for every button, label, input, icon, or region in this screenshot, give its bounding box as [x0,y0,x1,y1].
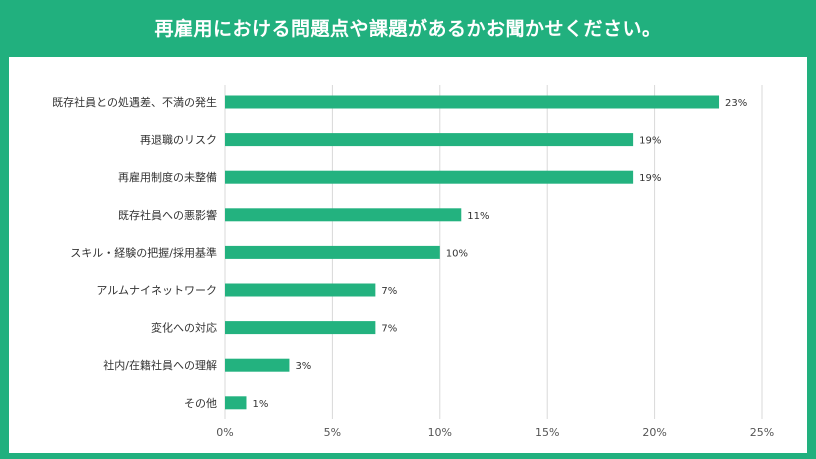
category-label: 既存社員への悪影響 [118,208,217,222]
x-tick-label: 15% [535,426,559,439]
chart-panel: 0% 5% 10% 15% 20% 25% 既存社員との処遇差、不満の発生 23% 再退職のリス… [9,57,807,453]
value-label: 7% [381,324,397,335]
bar [225,396,247,410]
bar [225,208,462,222]
category-label: アルムナイネットワーク [96,284,217,297]
bar [225,358,290,372]
value-label: 3% [295,361,311,372]
category-label: その他 [184,397,217,410]
bar [225,95,720,109]
bar [225,170,634,184]
x-tick-label: 0% [216,426,233,439]
category-label: スキル・経験の把握/採用基準 [70,245,217,259]
value-label: 11% [467,211,489,222]
category-label: 再雇用制度の未整備 [118,170,217,184]
x-tick-label: 20% [642,426,666,439]
chart-title: 再雇用における問題点や課題があるかお聞かせください。 [154,17,662,40]
value-label: 10% [446,248,468,259]
chart-header: 再雇用における問題点や課題があるかお聞かせください。 [0,0,816,54]
value-label: 19% [639,173,661,184]
category-label: 変化への対応 [151,321,217,335]
value-label: 7% [381,286,397,297]
bar [225,283,376,297]
category-label: 既存社員との処遇差、不満の発生 [52,95,217,109]
category-label: 社内/在籍社員への理解 [103,358,217,372]
category-label: 再退職のリスク [140,134,217,147]
value-label: 23% [725,98,747,109]
bar [225,245,440,259]
x-tick-label: 10% [428,426,452,439]
x-tick-label: 5% [324,426,341,439]
value-label: 1% [252,399,268,410]
value-label: 19% [639,136,661,147]
bar-chart: 0% 5% 10% 15% 20% 25% 既存社員との処遇差、不満の発生 23% 再退職のリス… [52,85,774,439]
bar [225,321,376,335]
bar [225,133,634,147]
x-tick-label: 25% [750,426,774,439]
